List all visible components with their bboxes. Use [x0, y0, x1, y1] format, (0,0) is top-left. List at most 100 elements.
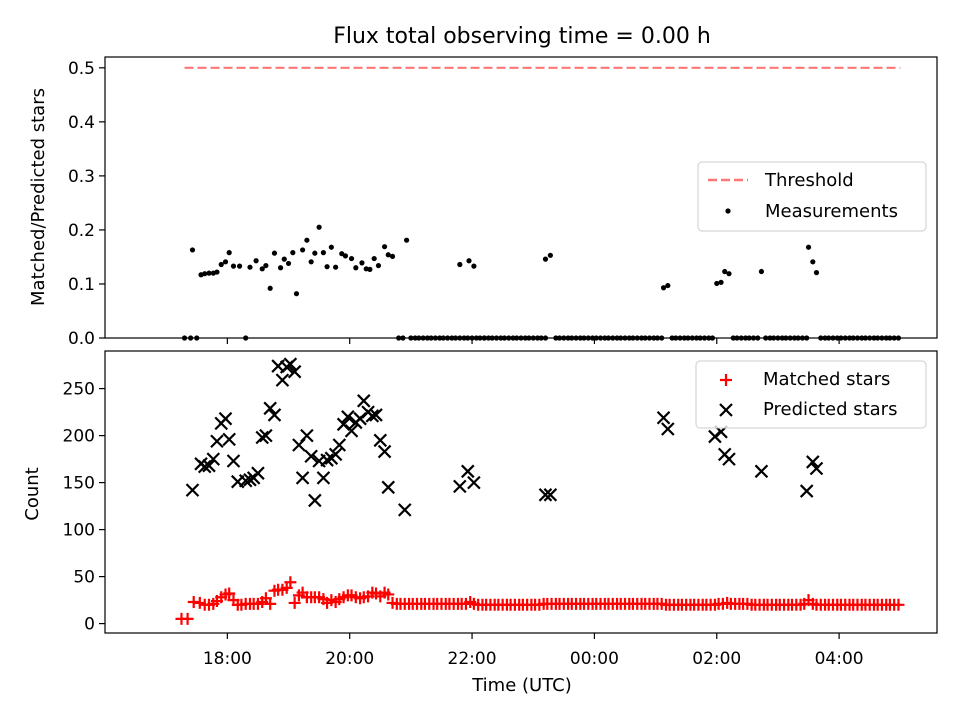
measurement-point	[428, 335, 434, 341]
measurement-point	[461, 335, 467, 341]
measurement-point	[610, 335, 616, 341]
measurement-point	[342, 253, 349, 259]
predicted-star-marker	[344, 424, 359, 438]
count-y-axis: 0 50 100 150 200 250	[63, 380, 105, 635]
measurement-point	[805, 244, 812, 250]
measurement-point	[742, 335, 749, 341]
measurement-point	[371, 255, 377, 262]
predicted-star-marker	[206, 452, 221, 466]
measurement-point	[253, 258, 259, 264]
measurement-point	[883, 335, 889, 341]
measurement-point	[842, 335, 848, 341]
predicted-star-marker	[806, 455, 820, 469]
legend-threshold-label: Threshold	[764, 170, 854, 191]
measurement-point	[618, 335, 624, 341]
measurement-point	[324, 264, 330, 270]
measurement-point	[385, 252, 391, 258]
measurement-point	[895, 335, 902, 341]
measurement-point	[412, 335, 418, 341]
predicted-star-marker	[373, 433, 388, 448]
predicted-star-marker	[460, 464, 475, 479]
predicted-star-marker	[222, 432, 236, 447]
measurement-point	[697, 335, 703, 341]
measurement-point	[408, 335, 414, 341]
measurement-point	[854, 335, 861, 341]
predicted-star-marker	[218, 411, 233, 426]
count-panel: 0 50 100 150 200 250 18:00 20:00 22:00 00:00 02:0…	[22, 350, 938, 696]
measurement-point	[622, 335, 628, 341]
measurement-point	[277, 265, 284, 271]
measurement-point	[726, 271, 732, 277]
x-axis-label: Time (UTC)	[471, 675, 572, 696]
measurement-point	[626, 335, 632, 341]
measurement-point	[526, 335, 532, 341]
measurement-point	[767, 335, 773, 341]
measurement-point	[222, 259, 229, 265]
predicted-star-marker	[255, 430, 270, 445]
predicted-stars-points	[185, 357, 824, 517]
legend-predicted-label: Predicted stars	[763, 399, 897, 420]
count-y-tick-label: 150	[63, 474, 95, 494]
measurement-point	[681, 335, 687, 341]
measurement-point	[477, 335, 483, 341]
predicted-star-marker	[453, 479, 467, 494]
measurement-point	[709, 335, 716, 341]
predicted-star-marker	[341, 410, 355, 424]
measurement-point	[638, 335, 645, 341]
measurement-point	[404, 237, 410, 243]
measurement-point	[826, 335, 832, 341]
measurement-point	[437, 335, 443, 341]
measurement-point	[561, 335, 567, 341]
measurement-point	[871, 335, 877, 341]
predicted-star-marker	[467, 475, 481, 490]
measurement-point	[304, 237, 310, 243]
measurement-point	[701, 335, 708, 341]
measurement-point	[569, 335, 575, 341]
measurement-point	[381, 244, 388, 250]
measurement-point	[538, 335, 544, 341]
measurement-point	[846, 335, 853, 341]
predicted-star-marker	[656, 410, 671, 425]
measurement-point	[214, 269, 220, 275]
measurement-point	[281, 256, 287, 262]
measurement-point	[432, 335, 438, 341]
predicted-star-marker	[263, 401, 277, 416]
count-x-tick-label: 02:00	[692, 649, 741, 669]
measurement-point	[271, 250, 278, 256]
measurement-point	[750, 335, 757, 341]
measurement-point	[247, 264, 253, 270]
measurement-point	[506, 335, 512, 341]
measurement-point	[542, 335, 549, 341]
measurement-point	[452, 335, 459, 341]
predicted-star-marker	[308, 493, 322, 508]
measurement-point	[416, 335, 422, 341]
predicted-star-marker	[328, 447, 343, 462]
measurement-point	[660, 285, 667, 291]
predicted-star-marker	[538, 488, 553, 502]
count-y-tick-label: 250	[63, 380, 95, 400]
measurement-point	[440, 335, 446, 341]
measurement-point	[738, 335, 744, 341]
measurement-point	[887, 335, 893, 341]
predicted-star-marker	[381, 480, 396, 495]
measurement-point	[534, 335, 541, 341]
predicted-star-marker	[287, 364, 302, 379]
predicted-star-marker	[300, 428, 314, 443]
predicted-star-marker	[275, 373, 290, 387]
measurement-point	[597, 335, 604, 341]
measurement-point	[891, 335, 897, 341]
measurement-point	[775, 335, 781, 341]
measurement-point	[320, 250, 326, 256]
ratio-y-tick-label: 0.0	[68, 329, 95, 349]
measurement-point	[202, 271, 208, 277]
measurement-point	[718, 279, 724, 285]
predicted-star-marker	[332, 438, 347, 452]
measurement-point	[810, 259, 816, 265]
predicted-star-marker	[369, 408, 383, 422]
ratio-legend: Threshold Measurements	[697, 161, 927, 232]
measurement-point	[630, 335, 636, 341]
measurement-point	[510, 335, 516, 341]
ratio-y-tick-label: 0.2	[68, 221, 95, 241]
matched-stars-points	[175, 576, 905, 625]
measurement-point	[685, 335, 691, 341]
